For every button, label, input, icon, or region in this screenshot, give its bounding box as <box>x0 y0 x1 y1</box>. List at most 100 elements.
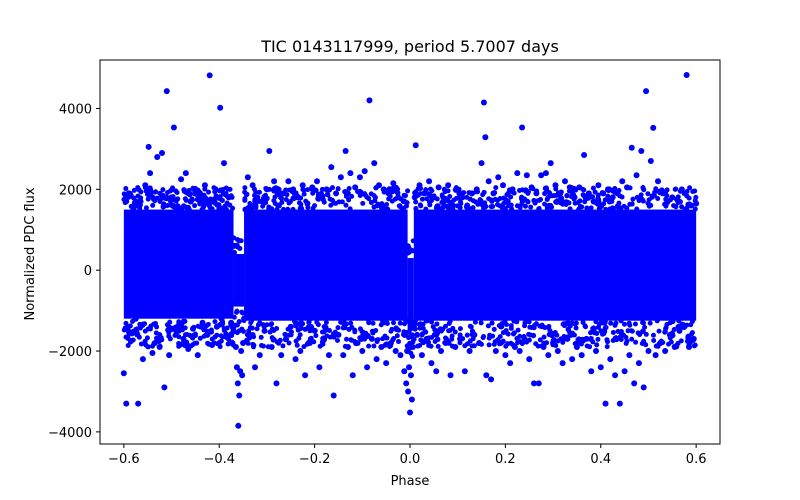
data-point <box>139 356 146 363</box>
data-point <box>541 334 547 340</box>
data-point <box>569 356 576 363</box>
chart-title: TIC 0143117999, period 5.7007 days <box>260 37 559 56</box>
data-point <box>151 339 158 346</box>
data-point <box>371 193 377 199</box>
data-point <box>410 248 416 254</box>
data-point <box>242 189 248 195</box>
data-point <box>480 335 486 341</box>
data-point <box>449 202 456 209</box>
data-point <box>359 348 366 355</box>
data-point <box>655 178 661 185</box>
data-point <box>503 343 509 349</box>
data-point <box>194 352 201 359</box>
data-point <box>261 327 268 334</box>
data-point <box>335 186 341 192</box>
data-point <box>137 198 144 205</box>
data-point <box>692 188 698 194</box>
data-point <box>433 368 440 375</box>
data-point <box>508 340 514 346</box>
data-point <box>201 196 207 202</box>
data-point <box>684 188 690 194</box>
data-point <box>233 364 240 371</box>
data-point <box>331 334 337 340</box>
data-point <box>229 299 236 306</box>
x-tick-label: −0.4 <box>203 452 235 467</box>
data-point <box>595 324 601 330</box>
data-point <box>408 396 415 403</box>
data-point <box>235 422 242 429</box>
data-point <box>320 341 326 347</box>
data-point <box>213 186 219 192</box>
data-point <box>242 197 248 203</box>
data-point <box>635 360 642 367</box>
data-point <box>525 199 531 205</box>
data-point <box>295 327 301 333</box>
data-point <box>190 325 196 332</box>
data-point <box>472 319 478 325</box>
data-point <box>407 372 414 379</box>
data-point <box>283 197 289 203</box>
data-point <box>236 328 242 334</box>
data-point <box>370 320 376 326</box>
data-point <box>557 190 564 197</box>
data-point <box>211 196 218 203</box>
data-point <box>354 339 361 346</box>
data-point <box>597 205 603 211</box>
data-point <box>510 331 516 337</box>
data-point <box>268 343 275 350</box>
data-point <box>323 324 329 330</box>
data-point <box>538 172 545 179</box>
data-point <box>224 200 230 206</box>
data-point <box>147 326 153 332</box>
data-point <box>176 334 182 340</box>
data-point <box>410 238 416 244</box>
data-point <box>533 341 539 347</box>
data-point <box>371 343 377 349</box>
data-point <box>461 368 468 375</box>
data-point <box>526 337 532 343</box>
data-point <box>231 249 237 255</box>
data-point <box>547 160 554 167</box>
data-point <box>395 339 401 345</box>
data-point <box>166 330 172 336</box>
data-point <box>240 310 246 316</box>
data-point <box>554 332 560 338</box>
data-point <box>149 350 156 357</box>
data-point <box>623 334 629 340</box>
data-point <box>515 327 521 333</box>
data-point <box>678 186 685 193</box>
data-point <box>569 190 575 196</box>
data-point <box>655 195 661 201</box>
data-point <box>230 327 237 334</box>
data-point <box>604 344 610 350</box>
data-point <box>569 330 575 336</box>
data-point <box>269 321 275 327</box>
data-point <box>131 195 137 201</box>
data-point <box>466 348 473 355</box>
data-point <box>531 198 537 204</box>
data-point <box>346 197 352 203</box>
data-point <box>608 320 614 326</box>
data-point <box>417 325 423 331</box>
data-point <box>504 198 511 205</box>
data-point <box>467 196 473 202</box>
data-point <box>560 339 566 345</box>
x-axis-label: Phase <box>391 474 430 489</box>
data-point <box>657 339 664 346</box>
data-point <box>140 323 146 329</box>
data-point <box>180 318 186 324</box>
data-point <box>393 327 399 333</box>
data-point <box>508 202 514 208</box>
data-point <box>640 328 646 334</box>
data-point <box>229 339 235 345</box>
data-point <box>486 342 492 348</box>
data-point <box>128 337 134 344</box>
data-point <box>542 170 549 177</box>
data-point <box>646 203 652 209</box>
data-point <box>550 330 556 336</box>
data-point <box>404 348 411 355</box>
data-point <box>613 335 619 341</box>
data-point <box>559 360 566 367</box>
data-point <box>144 335 150 341</box>
data-point <box>170 124 177 131</box>
